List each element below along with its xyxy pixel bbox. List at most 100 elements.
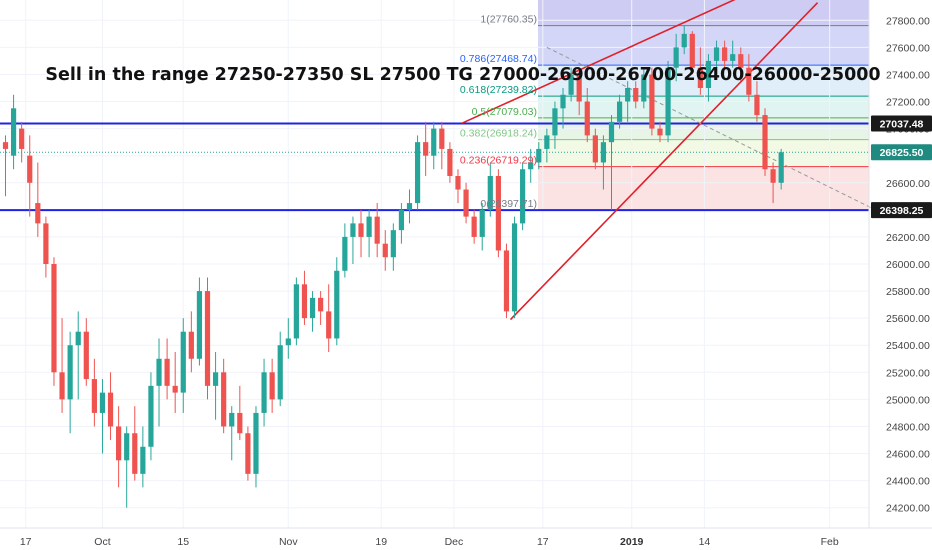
candle-body bbox=[318, 297, 324, 312]
y-tick-label: 26600.00 bbox=[886, 178, 930, 190]
candle-body bbox=[576, 74, 582, 102]
candle-body bbox=[212, 372, 219, 386]
candle-body bbox=[544, 135, 550, 149]
y-tick-label: 26000.00 bbox=[886, 259, 930, 271]
x-tick-label: 17 bbox=[20, 536, 32, 548]
trend-line bbox=[461, 0, 736, 124]
candle-body bbox=[762, 115, 768, 170]
price-tag bbox=[871, 115, 932, 132]
candle-body bbox=[196, 291, 203, 359]
candle-body bbox=[285, 338, 291, 346]
fib-level-label: 1(27760.35) bbox=[480, 14, 537, 26]
price-tag-label: 26825.50 bbox=[880, 147, 924, 159]
candle-body bbox=[730, 54, 736, 61]
x-tick-label: 19 bbox=[375, 536, 387, 548]
candle-body bbox=[269, 372, 275, 400]
candle-body bbox=[689, 33, 695, 68]
fib-level-label: 0.5(27079.03) bbox=[472, 106, 537, 118]
candle-body bbox=[560, 94, 566, 109]
candle-body bbox=[27, 155, 33, 183]
candle-body bbox=[471, 216, 477, 237]
price-tag-label: 26398.25 bbox=[880, 205, 924, 217]
candle-body bbox=[374, 216, 380, 244]
candles[interactable] bbox=[2, 25, 784, 508]
candle-body bbox=[221, 372, 227, 427]
candle-body bbox=[738, 54, 744, 68]
fib-zone-top bbox=[538, 0, 869, 26]
candle-body bbox=[132, 433, 138, 474]
y-tick-label: 27800.00 bbox=[886, 15, 930, 27]
candle-body bbox=[665, 67, 671, 136]
horizontal-lines[interactable] bbox=[0, 122, 869, 212]
y-tick-label: 26200.00 bbox=[886, 232, 930, 244]
y-tick-label: 25600.00 bbox=[886, 313, 930, 325]
candle-body bbox=[301, 284, 308, 319]
candle-body bbox=[124, 433, 130, 461]
candle-body bbox=[91, 379, 97, 413]
fibonacci-labels: 1(27760.35) 0.786(27468.74) 0.618(27239.82… bbox=[460, 14, 537, 210]
fib-zone bbox=[538, 139, 869, 167]
fib-level-label: 0.618(27239.82) bbox=[460, 84, 537, 96]
x-tick-label: 2019 bbox=[620, 536, 644, 548]
candle-body bbox=[592, 135, 598, 163]
candle-body bbox=[520, 169, 526, 224]
candle-body bbox=[350, 223, 356, 237]
y-tick-label: 27200.00 bbox=[886, 97, 930, 109]
price-tag bbox=[871, 202, 932, 219]
candle-body bbox=[778, 152, 784, 183]
candle-body bbox=[649, 74, 655, 129]
fib-zone bbox=[538, 25, 869, 66]
candle-body bbox=[382, 243, 388, 258]
candle-body bbox=[35, 203, 41, 224]
y-tick-label: 25400.00 bbox=[886, 340, 930, 352]
candle-body bbox=[770, 169, 776, 183]
candle-body bbox=[148, 385, 154, 447]
y-tick-label: 24800.00 bbox=[886, 421, 930, 433]
y-tick-label: 24200.00 bbox=[886, 503, 930, 515]
trade-annotation: Sell in the range 27250-27350 SL 27500 T… bbox=[45, 65, 880, 85]
candle-body bbox=[99, 392, 106, 413]
candle-body bbox=[180, 331, 186, 393]
candle-body bbox=[503, 250, 510, 312]
x-tick-label: Oct bbox=[94, 536, 110, 548]
candle-body bbox=[584, 101, 590, 136]
candle-body bbox=[673, 47, 679, 68]
candle-body bbox=[705, 60, 712, 88]
x-tick-label: 14 bbox=[699, 536, 711, 548]
candle-body bbox=[633, 88, 639, 102]
candle-body bbox=[342, 236, 348, 271]
candle-body bbox=[309, 297, 316, 319]
candle-body bbox=[439, 128, 445, 149]
candle-body bbox=[713, 47, 720, 61]
candle-body bbox=[536, 148, 542, 163]
trend-lines[interactable] bbox=[461, 0, 879, 321]
candle-body bbox=[237, 412, 243, 434]
candle-body bbox=[334, 270, 340, 339]
candle-body bbox=[495, 176, 501, 251]
price-tag-label: 27037.48 bbox=[880, 119, 924, 131]
candle-body bbox=[625, 88, 631, 102]
y-tick-label: 27400.00 bbox=[886, 69, 930, 81]
candle-body bbox=[487, 176, 493, 210]
candle-body bbox=[245, 433, 251, 474]
candle-body bbox=[67, 345, 73, 400]
candle-body bbox=[140, 446, 146, 474]
x-tick-label: 15 bbox=[177, 536, 189, 548]
fib-level-label: 0.382(26918.24) bbox=[460, 128, 537, 140]
candle-body bbox=[423, 142, 429, 156]
candle-body bbox=[746, 67, 752, 95]
candle-body bbox=[722, 47, 728, 61]
candle-body bbox=[455, 176, 461, 190]
candle-body bbox=[261, 372, 267, 413]
fib-level-label: 0(26397.71) bbox=[480, 198, 537, 210]
candle-body bbox=[414, 142, 421, 204]
candle-body bbox=[390, 230, 396, 258]
y-tick-label: 24400.00 bbox=[886, 476, 930, 488]
candle-body bbox=[681, 33, 687, 48]
y-tick-label: 25000.00 bbox=[886, 394, 930, 406]
candle-body bbox=[657, 128, 663, 136]
y-axis-ticks: 24200.00 24400.00 24600.00 24800.00 25000.00… bbox=[886, 15, 930, 514]
x-axis-ticks: 17 Oct 15 Nov 19 Dec 17 2019 14 Feb bbox=[20, 536, 839, 548]
candle-body bbox=[641, 74, 647, 102]
